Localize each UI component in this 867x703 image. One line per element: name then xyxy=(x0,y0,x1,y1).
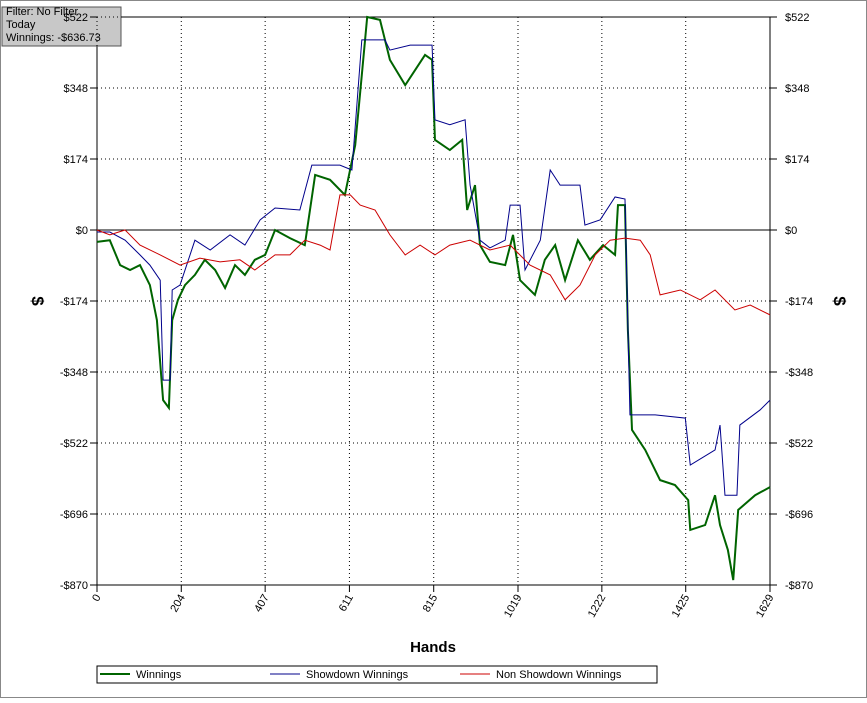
y-tick-label: -$174 xyxy=(60,296,88,308)
filter-text: Winnings: -$636.73 xyxy=(6,32,101,44)
y-tick-label: $174 xyxy=(64,154,88,166)
y2-tick-label: $348 xyxy=(785,83,809,95)
y-tick-label: $522 xyxy=(64,12,88,24)
series-line xyxy=(97,39,771,496)
y-tick-label: -$696 xyxy=(60,509,88,521)
filter-text: Filter: No Filter xyxy=(6,6,78,18)
y-tick-label: -$348 xyxy=(60,367,88,379)
legend-label: Non Showdown Winnings xyxy=(496,669,622,681)
legend xyxy=(96,665,658,684)
y-tick-label: -$522 xyxy=(60,438,88,450)
series-line xyxy=(96,15,771,581)
y-tick-label: -$870 xyxy=(60,580,88,592)
y2-tick-label: $522 xyxy=(785,12,809,24)
y2-tick-label: $174 xyxy=(785,154,809,166)
y2-tick-label: -$522 xyxy=(785,438,813,450)
y-axis-label: $ xyxy=(28,296,47,306)
series-line xyxy=(96,194,771,316)
y-tick-label: $348 xyxy=(64,83,88,95)
filter-box: Filter: No Filter Today Winnings: -$636.… xyxy=(1,6,122,47)
filter-text: Today xyxy=(6,19,36,31)
y2-tick-label: -$696 xyxy=(785,509,813,521)
legend-label: Winnings xyxy=(136,669,182,681)
x-tick-label: 0 xyxy=(90,593,103,604)
y2-tick-label: $0 xyxy=(785,225,797,237)
filter-box-bg xyxy=(1,6,122,47)
legend-label: Showdown Winnings xyxy=(306,669,409,681)
y-tick-label: $0 xyxy=(76,225,88,237)
x-axis-label: Hands xyxy=(410,639,456,656)
y2-tick-label: -$870 xyxy=(785,580,813,592)
y2-tick-label: -$174 xyxy=(785,296,813,308)
y2-axis-label: $ xyxy=(830,296,849,306)
y2-tick-label: -$348 xyxy=(785,367,813,379)
